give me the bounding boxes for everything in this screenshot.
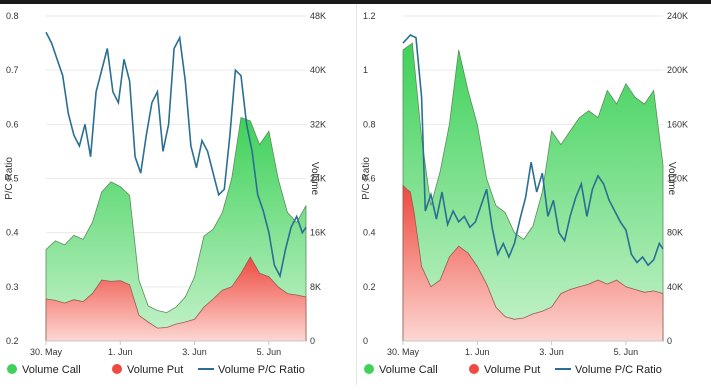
x-tick-label: 3. Jun: [539, 347, 564, 357]
legend: Volume Call Volume Put Volume P/C Ratio: [7, 364, 305, 376]
x-tick-label: 1. Jun: [465, 347, 490, 357]
x-tick-label: 5. Jun: [614, 347, 639, 357]
y-right-tick-label: 200K: [667, 65, 688, 75]
y-left-axis-title: P/C Ratio: [4, 157, 15, 200]
y-right-tick-label: 16K: [310, 228, 326, 238]
x-tick-label: 30. May: [387, 347, 420, 357]
x-tick-label: 3. Jun: [182, 347, 207, 357]
y-right-tick-label: 48K: [310, 11, 326, 21]
y-right-axis-title: Volume: [309, 162, 320, 196]
chart-panel-left: 0.2 0.3 0.4 0.5 0.6 0.7 0.8 0 8K 16K 24K 32K 40K 48K 3…: [0, 4, 355, 385]
pc-ratio-chart-left: 0.2 0.3 0.4 0.5 0.6 0.7 0.8 0 8K 16K 24K 32K 40K 48K 3…: [4, 11, 326, 376]
y-left-tick-label: 1.2: [363, 11, 376, 21]
legend-put-marker: [469, 364, 479, 374]
legend: Volume Call Volume Put Volume P/C Ratio: [364, 364, 662, 376]
x-tick-label: 5. Jun: [257, 347, 282, 357]
top-border: [0, 0, 711, 4]
x-tick-label: 1. Jun: [108, 347, 133, 357]
y-left-tick-label: 0.5: [6, 174, 19, 184]
y-right-tick-label: 160K: [667, 119, 688, 129]
legend-put-marker: [112, 364, 122, 374]
y-left-tick-label: 0.2: [363, 282, 376, 292]
y-left-tick-label: 0.4: [363, 228, 376, 238]
y-right-tick-label: 24K: [310, 174, 326, 184]
y-right-tick-label: 40K: [667, 282, 683, 292]
y-left-tick-label: 0.3: [6, 282, 19, 292]
y-left-tick-label: 1: [363, 65, 368, 75]
legend-ratio-label: Volume P/C Ratio: [575, 364, 662, 376]
y-right-tick-label: 0: [667, 336, 672, 346]
volume-pc-ratio-line: [402, 34, 664, 267]
y-left-tick-label: 0.8: [363, 119, 376, 129]
y-left-tick-label: 0.6: [363, 174, 376, 184]
y-left-tick-label: 0.2: [6, 336, 19, 346]
chart-panel-right: 0 0.2 0.4 0.6 0.8 1 1.2 0 40K 80K 120K 160K 200K 240K…: [356, 4, 711, 385]
y-right-tick-label: 240K: [667, 11, 688, 21]
legend-call-marker: [364, 364, 374, 374]
y-right-axis-title: Volume: [666, 162, 677, 196]
volume-pc-ratio-line: [45, 31, 307, 279]
y-left-tick-label: 0: [363, 336, 368, 346]
legend-ratio-label: Volume P/C Ratio: [218, 364, 305, 376]
y-right-tick-label: 80K: [667, 228, 683, 238]
legend-put-label: Volume Put: [484, 364, 540, 376]
legend-put-label: Volume Put: [127, 364, 183, 376]
y-right-tick-label: 40K: [310, 65, 326, 75]
pc-ratio-chart-right: 0 0.2 0.4 0.6 0.8 1 1.2 0 40K 80K 120K 160K 200K 240K…: [361, 11, 688, 376]
y-right-tick-label: 8K: [310, 282, 321, 292]
legend-call-marker: [7, 364, 17, 374]
y-right-tick-label: 120K: [667, 174, 688, 184]
y-left-axis-title: P/C Ratio: [361, 157, 372, 200]
y-right-tick-label: 0: [310, 336, 315, 346]
y-left-tick-label: 0.6: [6, 119, 19, 129]
volume-put-area: [402, 184, 664, 342]
y-right-tick-label: 32K: [310, 119, 326, 129]
y-left-tick-label: 0.8: [6, 11, 19, 21]
legend-call-label: Volume Call: [379, 364, 438, 376]
y-left-tick-label: 0.7: [6, 65, 19, 75]
volume-put-area: [45, 256, 307, 342]
legend-call-label: Volume Call: [22, 364, 81, 376]
y-left-tick-label: 0.4: [6, 228, 19, 238]
x-tick-label: 30. May: [30, 347, 63, 357]
